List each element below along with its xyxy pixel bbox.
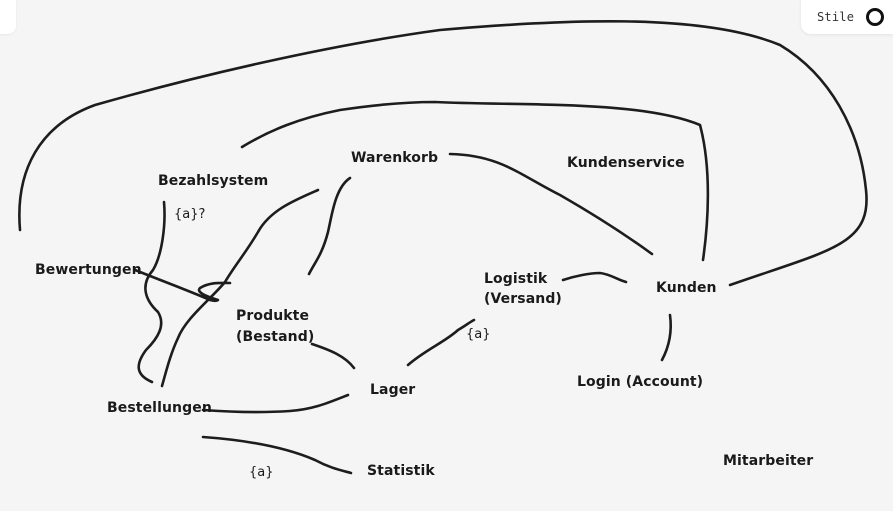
node-bewertungen[interactable]: Bewertungen <box>35 262 142 278</box>
node-kundenservice[interactable]: Kundenservice <box>567 155 685 171</box>
edge-bezahlsystem-bestellungen <box>137 200 166 384</box>
edge-bestellungen-kunden <box>240 100 710 262</box>
node-bezahlsystem[interactable]: Bezahlsystem <box>158 173 268 189</box>
edge-produkte-lager <box>310 342 356 370</box>
edge-bestellungen-lager <box>201 393 350 414</box>
edge-label-logistik: {a} <box>466 327 491 342</box>
nodes: Warenkorb Kundenservice Bezahlsystem Bew… <box>35 150 813 479</box>
node-bestellungen[interactable]: Bestellungen <box>107 400 212 416</box>
node-logistik-line2[interactable]: (Versand) <box>484 291 562 307</box>
node-produkte-line2[interactable]: (Bestand) <box>236 329 314 345</box>
edge-bestellungen-statistik <box>201 435 353 475</box>
edge-warenkorb-kunden <box>448 152 654 256</box>
style-panel[interactable]: Stile <box>801 0 893 34</box>
node-login[interactable]: Login (Account) <box>577 374 703 390</box>
node-kunden[interactable]: Kunden <box>656 280 717 296</box>
edge-label-bezahlsystem: {a}? <box>174 207 205 222</box>
node-produkte-line1[interactable]: Produkte <box>236 308 309 324</box>
stroke-style-icon[interactable] <box>866 8 885 26</box>
node-logistik-line1[interactable]: Logistik <box>484 271 548 287</box>
edge-bewertungen-produkte <box>133 268 232 303</box>
edge-logistik-kunden <box>561 271 628 284</box>
edge-lager-logistik <box>406 318 476 367</box>
node-statistik[interactable]: Statistik <box>367 463 435 479</box>
node-mitarbeiter[interactable]: Mitarbeiter <box>723 453 813 469</box>
node-lager[interactable]: Lager <box>370 382 415 398</box>
menu-panel[interactable] <box>0 0 16 34</box>
edge-bewertungen-kunden <box>18 19 868 287</box>
edge-kunden-login <box>660 313 673 362</box>
edges <box>18 19 868 475</box>
node-warenkorb[interactable]: Warenkorb <box>351 150 438 166</box>
edge-warenkorb-produkte <box>307 176 352 276</box>
edge-label-statistik: {a} <box>249 465 274 480</box>
style-label: Stile <box>817 10 855 24</box>
edge-labels: {a}? {a} {a} <box>174 207 491 480</box>
